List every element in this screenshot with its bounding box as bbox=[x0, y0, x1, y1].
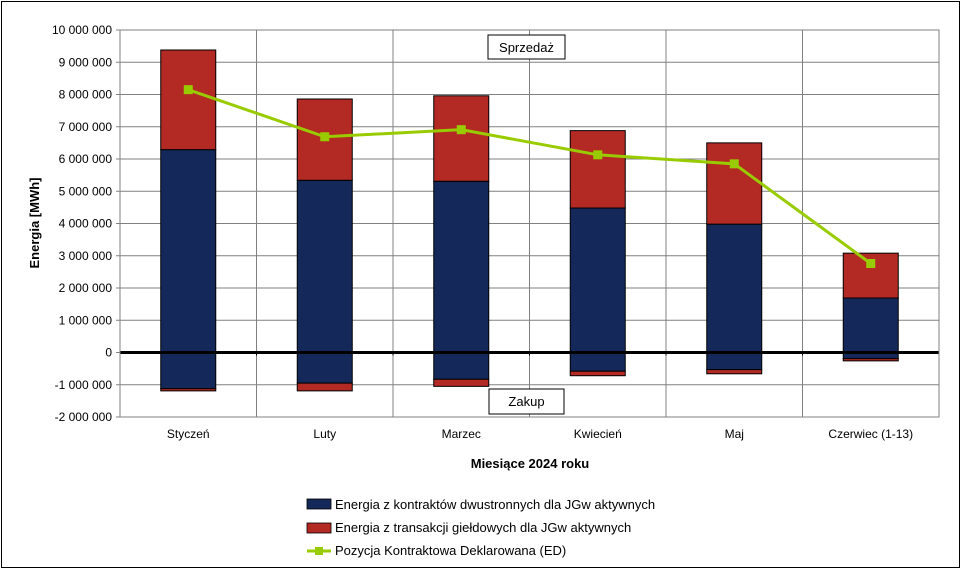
annotation-sell: Sprzedaż bbox=[487, 34, 566, 60]
line-series bbox=[183, 85, 876, 268]
legend-marker-ed bbox=[315, 547, 323, 555]
y-tick-label: 2 000 000 bbox=[59, 281, 113, 295]
annotation-buy: Zakup bbox=[488, 388, 565, 415]
x-tick-label: Marzec bbox=[442, 427, 481, 441]
ed-marker bbox=[866, 258, 876, 268]
x-tick-label: Luty bbox=[313, 427, 336, 441]
y-tick-label: 6 000 000 bbox=[59, 152, 113, 166]
legend: Energia z kontraktów dwustronnych dla JG… bbox=[306, 497, 655, 558]
ed-marker bbox=[456, 125, 466, 135]
annotation-sell-text: Sprzedaż bbox=[499, 40, 554, 55]
bar-bilateral-negative bbox=[433, 352, 490, 380]
ed-marker bbox=[729, 159, 739, 169]
legend-label-ed: Pozycja Kontraktowa Deklarowana (ED) bbox=[335, 543, 566, 558]
y-tick-label: 0 bbox=[105, 346, 112, 360]
legend-label-exchange: Energia z transakcji giełdowych dla JGw … bbox=[335, 520, 631, 535]
bar-exchange-positive bbox=[160, 49, 217, 151]
y-tick-labels: -2 000 000 -1 000 000 0 1 000 000 2 000 000 3… bbox=[52, 23, 112, 424]
bar-bilateral-positive bbox=[842, 297, 899, 353]
x-tick-label: Czerwiec (1-13) bbox=[828, 427, 913, 441]
y-tick-label: 7 000 000 bbox=[59, 120, 113, 134]
bar-exchange-negative bbox=[706, 369, 763, 375]
x-axis-title: Miesiące 2024 roku bbox=[471, 456, 590, 471]
annotation-buy-text: Zakup bbox=[508, 394, 544, 409]
legend-item-bilateral: Energia z kontraktów dwustronnych dla JG… bbox=[306, 497, 655, 512]
legend-item-ed: Pozycja Kontraktowa Deklarowana (ED) bbox=[307, 543, 566, 558]
bar-bilateral-positive bbox=[569, 207, 626, 353]
x-tick-label: Kwiecień bbox=[574, 427, 622, 441]
bar-bilateral-negative bbox=[569, 352, 626, 372]
ed-marker bbox=[593, 150, 603, 160]
y-tick-label: 5 000 000 bbox=[59, 184, 113, 198]
x-tick-labels: Styczeń Luty Marzec Kwiecień Maj Czerwiec (1-… bbox=[167, 427, 913, 441]
bar-bilateral-negative bbox=[160, 352, 217, 390]
y-tick-label: 10 000 000 bbox=[52, 23, 112, 37]
bar-bilateral-negative bbox=[296, 352, 353, 384]
bar-exchange-negative bbox=[842, 358, 899, 362]
y-tick-label: 3 000 000 bbox=[59, 249, 113, 263]
plot-border bbox=[119, 29, 940, 418]
y-axis-title: Energia [MWh] bbox=[27, 178, 42, 269]
zero-line-group bbox=[120, 351, 939, 356]
y-tick-label: 4 000 000 bbox=[59, 217, 113, 231]
bar-exchange-positive bbox=[706, 142, 763, 225]
y-tick-label: 1 000 000 bbox=[59, 313, 113, 327]
bars bbox=[160, 49, 899, 392]
bar-exchange-positive bbox=[569, 130, 626, 209]
bar-bilateral-positive bbox=[296, 179, 353, 353]
bar-exchange-negative bbox=[296, 382, 353, 392]
bar-exchange-negative bbox=[433, 378, 490, 387]
bar-bilateral-positive bbox=[433, 180, 490, 353]
x-tick-label: Styczeń bbox=[167, 427, 210, 441]
ed-marker bbox=[320, 132, 330, 142]
y-tick-label: 8 000 000 bbox=[59, 88, 113, 102]
bar-bilateral-negative bbox=[706, 352, 763, 371]
y-tick-label: -1 000 000 bbox=[55, 378, 113, 392]
bar-exchange-negative bbox=[160, 388, 217, 392]
y-tick-label: 9 000 000 bbox=[59, 55, 113, 69]
ed-line bbox=[187, 88, 872, 265]
legend-item-exchange: Energia z transakcji giełdowych dla JGw … bbox=[306, 520, 631, 535]
legend-swatch-exchange bbox=[306, 522, 332, 534]
bar-exchange-negative bbox=[569, 370, 626, 377]
y-tick-label: -2 000 000 bbox=[55, 410, 113, 424]
bar-bilateral-positive bbox=[706, 223, 763, 353]
bar-bilateral-positive bbox=[160, 149, 217, 353]
legend-swatch-bilateral bbox=[306, 498, 332, 510]
ed-marker bbox=[183, 85, 193, 95]
legend-label-bilateral: Energia z kontraktów dwustronnych dla JG… bbox=[335, 497, 655, 512]
x-tick-label: Maj bbox=[725, 427, 744, 441]
bar-exchange-positive bbox=[433, 95, 490, 182]
